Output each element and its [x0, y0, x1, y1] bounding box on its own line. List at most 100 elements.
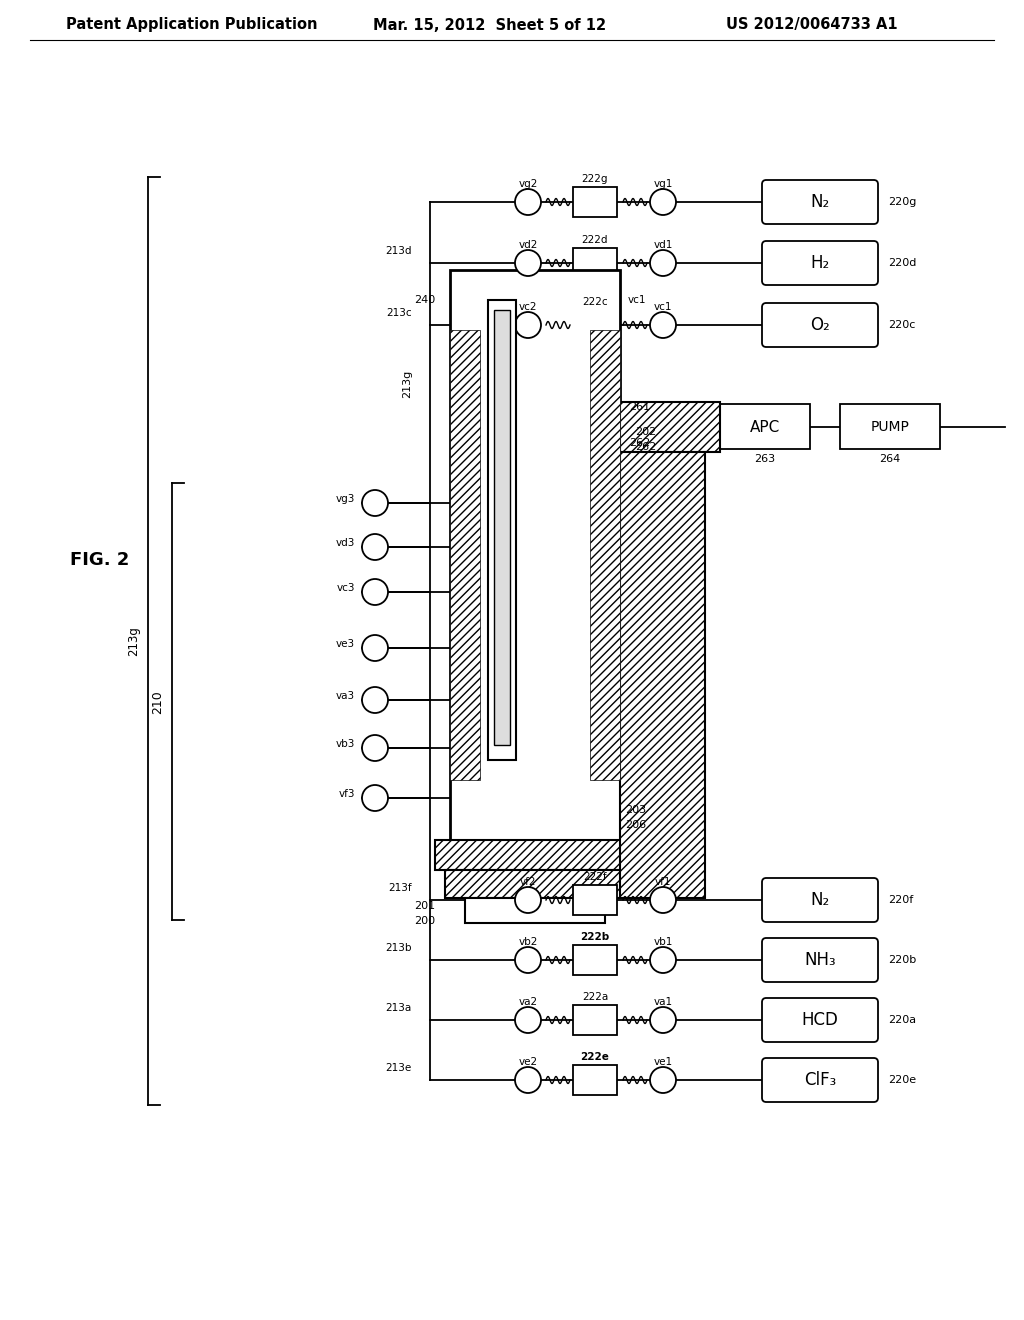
Text: 213f: 213f: [388, 883, 412, 894]
Circle shape: [515, 946, 541, 973]
Text: 213b: 213b: [385, 942, 412, 953]
Text: 210: 210: [151, 690, 164, 714]
Bar: [435, 840, 635, 870]
Circle shape: [650, 1007, 676, 1034]
Circle shape: [650, 189, 676, 215]
Text: 263: 263: [755, 454, 775, 465]
Bar: [840, 404, 940, 449]
Text: va3: va3: [336, 690, 355, 701]
Bar: [494, 310, 510, 744]
Text: vf3: vf3: [339, 789, 355, 799]
Circle shape: [650, 946, 676, 973]
Text: 262: 262: [635, 442, 656, 451]
Text: 240: 240: [414, 294, 435, 305]
Bar: [573, 310, 617, 341]
Circle shape: [515, 887, 541, 913]
Text: vf2: vf2: [520, 876, 537, 887]
Text: 213g: 213g: [402, 370, 412, 399]
Text: 202: 202: [635, 426, 656, 437]
Text: vg2: vg2: [518, 180, 538, 189]
Text: vc1: vc1: [653, 302, 672, 312]
Text: ClF₃: ClF₃: [804, 1071, 837, 1089]
FancyBboxPatch shape: [762, 304, 878, 347]
Text: 213a: 213a: [386, 1003, 412, 1012]
Bar: [450, 271, 620, 840]
Text: 222a: 222a: [582, 993, 608, 1002]
FancyBboxPatch shape: [762, 998, 878, 1041]
Text: 222g: 222g: [582, 174, 608, 183]
Text: ve3: ve3: [336, 639, 355, 649]
Text: vc1: vc1: [628, 294, 646, 305]
Text: vd2: vd2: [518, 240, 538, 249]
Circle shape: [362, 785, 388, 810]
FancyBboxPatch shape: [762, 242, 878, 285]
Text: 220d: 220d: [888, 257, 916, 268]
Bar: [573, 1065, 617, 1096]
Text: 220b: 220b: [888, 954, 916, 965]
Text: 222e: 222e: [581, 1052, 609, 1063]
Circle shape: [362, 735, 388, 762]
Text: 220a: 220a: [888, 1015, 916, 1026]
Circle shape: [515, 1067, 541, 1093]
Bar: [720, 404, 810, 449]
Bar: [573, 248, 617, 279]
Text: 262: 262: [630, 438, 650, 447]
Text: 222c: 222c: [583, 297, 608, 308]
Text: 201: 201: [414, 902, 435, 911]
Circle shape: [650, 887, 676, 913]
Bar: [620, 403, 720, 451]
FancyBboxPatch shape: [762, 180, 878, 224]
Bar: [573, 945, 617, 975]
Text: Mar. 15, 2012  Sheet 5 of 12: Mar. 15, 2012 Sheet 5 of 12: [374, 17, 606, 33]
Circle shape: [515, 312, 541, 338]
Text: vc2: vc2: [519, 302, 538, 312]
Circle shape: [362, 535, 388, 560]
Text: N₂: N₂: [810, 891, 829, 909]
Text: NH₃: NH₃: [804, 950, 836, 969]
Text: 220e: 220e: [888, 1074, 916, 1085]
Text: vc3: vc3: [337, 583, 355, 593]
Circle shape: [650, 249, 676, 276]
Text: PUMP: PUMP: [870, 420, 909, 434]
Text: 222b: 222b: [581, 932, 609, 942]
Bar: [590, 330, 620, 780]
Text: 213c: 213c: [386, 308, 412, 318]
Bar: [620, 451, 705, 898]
Bar: [488, 300, 516, 760]
Bar: [450, 330, 480, 780]
Text: Patent Application Publication: Patent Application Publication: [67, 17, 317, 33]
Text: vg1: vg1: [653, 180, 673, 189]
Text: HCD: HCD: [802, 1011, 839, 1030]
Circle shape: [515, 249, 541, 276]
Text: vg3: vg3: [336, 494, 355, 504]
Text: vb2: vb2: [518, 937, 538, 946]
FancyBboxPatch shape: [762, 939, 878, 982]
Text: US 2012/0064733 A1: US 2012/0064733 A1: [726, 17, 898, 33]
Text: vd3: vd3: [336, 539, 355, 548]
Text: 213d: 213d: [385, 246, 412, 256]
Text: 213e: 213e: [386, 1063, 412, 1073]
Text: 203: 203: [625, 805, 646, 814]
Text: 261: 261: [630, 403, 650, 412]
Text: 200: 200: [414, 916, 435, 927]
Circle shape: [362, 686, 388, 713]
Circle shape: [650, 312, 676, 338]
Circle shape: [362, 490, 388, 516]
Circle shape: [362, 579, 388, 605]
Bar: [573, 187, 617, 216]
Text: 264: 264: [880, 454, 901, 465]
Text: 220f: 220f: [888, 895, 913, 906]
Text: N₂: N₂: [810, 193, 829, 211]
Text: 206: 206: [625, 820, 646, 830]
Bar: [445, 870, 625, 898]
Circle shape: [515, 189, 541, 215]
Text: ve2: ve2: [518, 1057, 538, 1067]
Text: O₂: O₂: [810, 315, 829, 334]
Text: 222d: 222d: [582, 235, 608, 246]
Bar: [573, 1005, 617, 1035]
FancyBboxPatch shape: [762, 1059, 878, 1102]
Text: va2: va2: [518, 997, 538, 1007]
Text: vb3: vb3: [336, 739, 355, 748]
Bar: [465, 898, 605, 923]
Text: ve1: ve1: [653, 1057, 673, 1067]
